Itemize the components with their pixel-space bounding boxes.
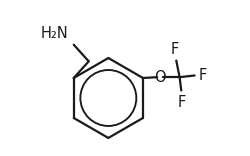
Text: H₂N: H₂N	[40, 26, 68, 41]
Text: F: F	[177, 95, 186, 110]
Text: F: F	[170, 42, 179, 57]
Text: F: F	[199, 68, 207, 83]
Text: O: O	[154, 70, 166, 85]
